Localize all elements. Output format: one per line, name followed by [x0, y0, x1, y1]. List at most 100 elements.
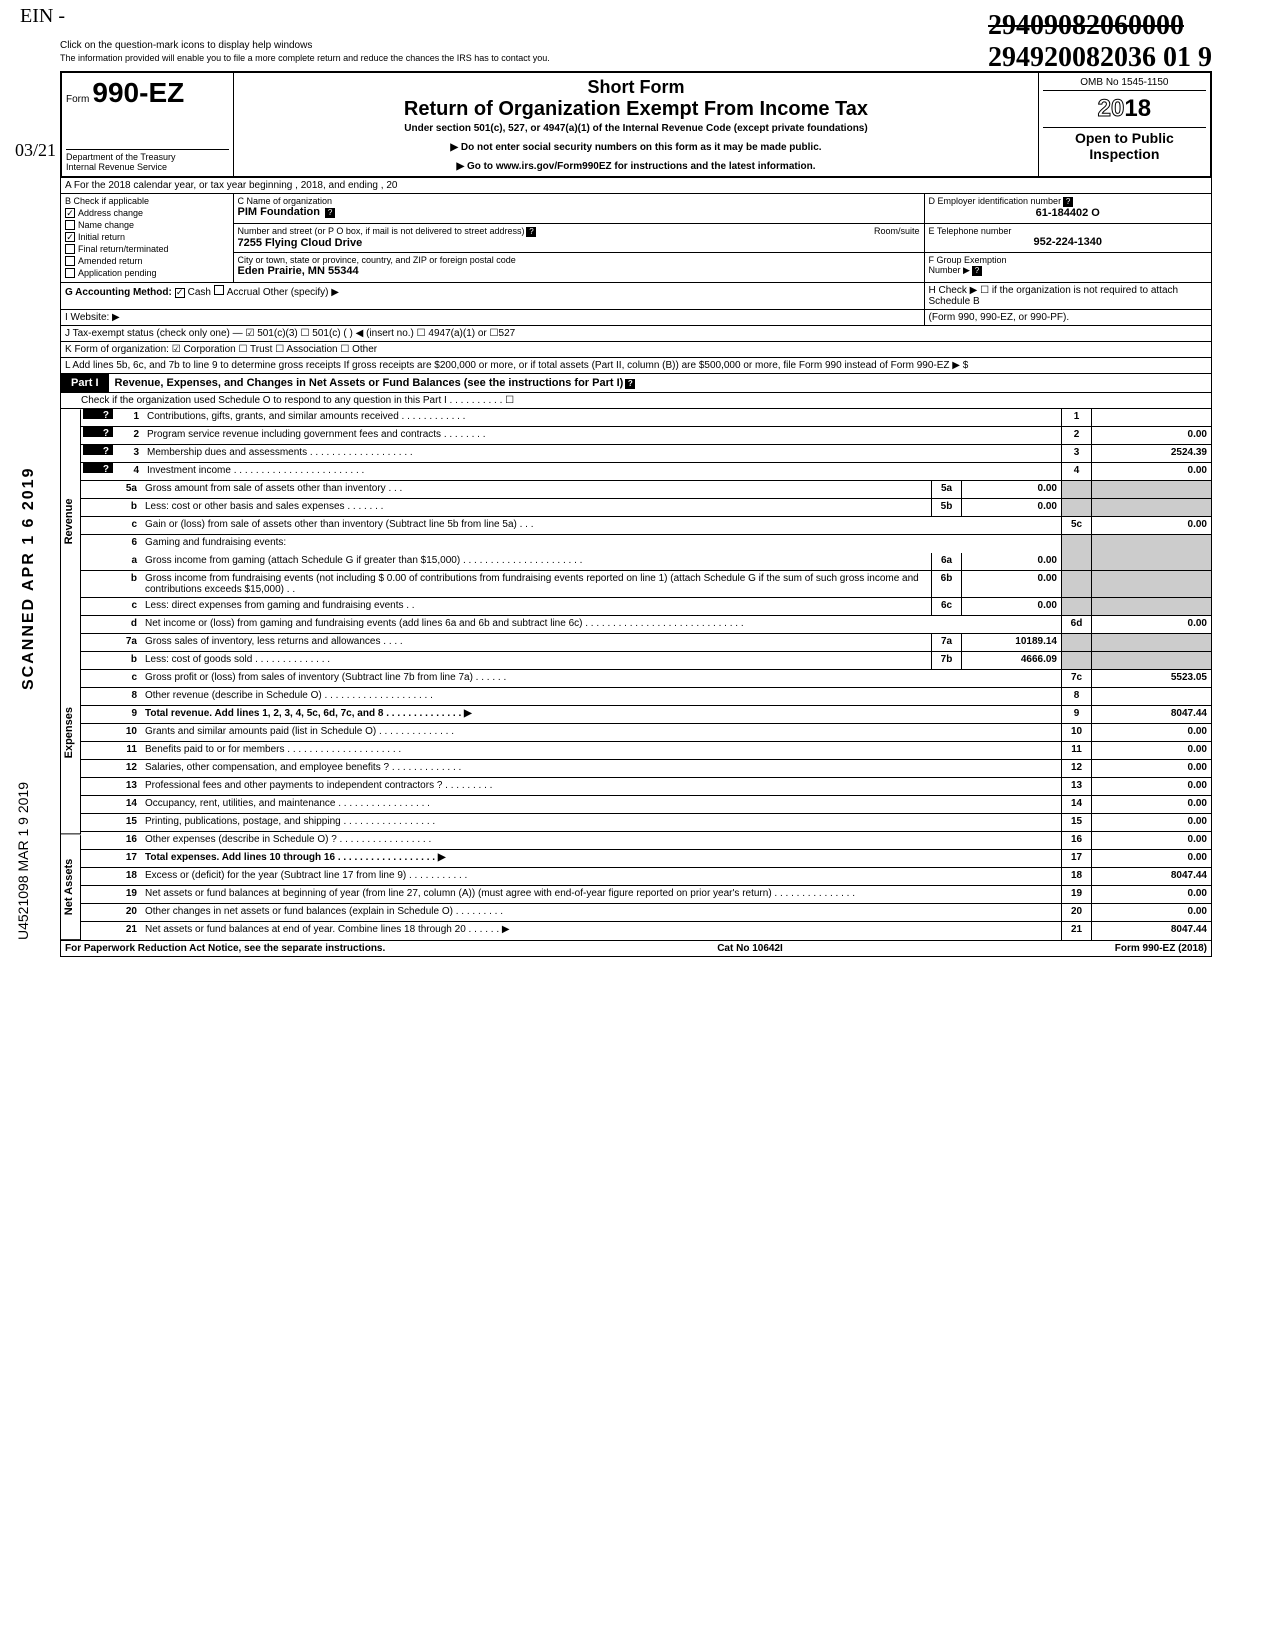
q-icon[interactable]: ? [325, 208, 335, 218]
chk-amend[interactable] [65, 256, 75, 266]
lbn: 15 [1061, 814, 1091, 831]
q-icon[interactable]: ? [972, 266, 982, 276]
lt: Benefits paid to or for members . . . . … [141, 742, 1061, 759]
lbv: 8047.44 [1091, 706, 1211, 723]
gc [1091, 499, 1211, 516]
row-l: L Add lines 5b, 6c, and 7b to line 9 to … [60, 358, 1212, 374]
lbn: 12 [1061, 760, 1091, 777]
gc [1061, 598, 1091, 615]
room-lbl: Room/suite [874, 226, 920, 251]
col-de: D Employer identification number? 61-184… [924, 194, 1212, 282]
lt: Total expenses. Add lines 10 through 16 … [141, 850, 1061, 867]
chk-init[interactable]: ✓ [65, 232, 75, 242]
footer-mid: Cat No 10642I [717, 943, 783, 954]
lsv: 0.00 [961, 598, 1061, 615]
part1-hdr: Part I Revenue, Expenses, and Changes in… [60, 374, 1212, 393]
lt: Gaming and fundraising events: [141, 535, 1061, 553]
check-text: Check if the organization used Schedule … [81, 395, 514, 406]
d-val: 61-184402 O [929, 207, 1208, 219]
c-name-lbl: C Name of organization [238, 196, 336, 206]
c-street-val: 7255 Flying Cloud Drive [238, 237, 363, 249]
lt: Less: cost or other basis and sales expe… [141, 499, 931, 516]
lsn: 6b [931, 571, 961, 597]
chk-name[interactable] [65, 220, 75, 230]
lbn: 3 [1061, 445, 1091, 462]
lt: Gain or (loss) from sale of assets other… [141, 517, 1061, 534]
ln: 18 [111, 868, 141, 885]
q-icon[interactable]: ? [526, 227, 536, 237]
f-lbl: F Group Exemption [929, 255, 1208, 265]
lbv: 0.00 [1091, 850, 1211, 867]
gc [1091, 652, 1211, 669]
ln: 1 [113, 409, 143, 426]
gc [1091, 571, 1211, 597]
year-suffix: 18 [1124, 95, 1151, 122]
ln: 10 [111, 724, 141, 741]
vert-exp: Expenses [61, 633, 81, 834]
part1-check: Check if the organization used Schedule … [60, 393, 1212, 409]
lt: Professional fees and other payments to … [141, 778, 1061, 795]
d-lbl: D Employer identification number [929, 196, 1062, 206]
lbn: 4 [1061, 463, 1091, 480]
chk-accrual[interactable] [214, 285, 224, 295]
q-icon[interactable]: ? [83, 463, 113, 473]
omb-number: OMB No 1545-1150 [1043, 77, 1206, 91]
arrow-goto: ▶ Go to www.irs.gov/Form990EZ for instru… [242, 161, 1030, 172]
lt: Net assets or fund balances at end of ye… [141, 922, 1061, 940]
lt: Excess or (deficit) for the year (Subtra… [141, 868, 1061, 885]
lines: ?1Contributions, gifts, grants, and simi… [81, 409, 1211, 940]
lt: Grants and similar amounts paid (list in… [141, 724, 1061, 741]
lsv: 4666.09 [961, 652, 1061, 669]
ln: 12 [111, 760, 141, 777]
lbn: 14 [1061, 796, 1091, 813]
ln: 14 [111, 796, 141, 813]
lbv: 0.00 [1091, 427, 1211, 444]
lbl-init: Initial return [78, 232, 125, 242]
lsv: 10189.14 [961, 634, 1061, 651]
row-j: J Tax-exempt status (check only one) — ☑… [60, 326, 1212, 342]
ln: 6 [111, 535, 141, 553]
chk-cash[interactable]: ✓ [175, 288, 185, 298]
q-icon[interactable]: ? [1063, 197, 1073, 207]
e-val: 952-224-1340 [929, 236, 1208, 248]
handwritten-top: 29409082060000 294920082036 01 9 [988, 10, 1212, 74]
arrow-ssn: ▶ Do not enter social security numbers o… [242, 142, 1030, 153]
q-icon[interactable]: ? [625, 379, 635, 389]
ln: 16 [111, 832, 141, 849]
title-short: Short Form [242, 77, 1030, 98]
gc [1061, 481, 1091, 498]
lt: Investment income . . . . . . . . . . . … [143, 463, 1061, 480]
ln: 5a [111, 481, 141, 498]
ln: 15 [111, 814, 141, 831]
lbv: 0.00 [1091, 517, 1211, 534]
under-section: Under section 501(c), 527, or 4947(a)(1)… [242, 123, 1030, 134]
ln: 21 [111, 922, 141, 940]
lbn: 5c [1061, 517, 1091, 534]
q-icon[interactable]: ? [83, 445, 113, 455]
lbv: 0.00 [1091, 778, 1211, 795]
lbl-final: Final return/terminated [78, 244, 169, 254]
ln: c [111, 670, 141, 687]
lt: Gross amount from sale of assets other t… [141, 481, 931, 498]
handwritten-fraction: 03/21 [15, 140, 56, 161]
chk-app[interactable] [65, 268, 75, 278]
gc [1091, 598, 1211, 615]
lsn: 7a [931, 634, 961, 651]
chk-addr[interactable]: ✓ [65, 208, 75, 218]
handwritten-ein: EIN - [20, 5, 65, 28]
q-icon[interactable]: ? [83, 427, 113, 437]
gc [1061, 571, 1091, 597]
gc [1091, 481, 1211, 498]
lt: Other changes in net assets or fund bala… [141, 904, 1061, 921]
row-gh: G Accounting Method: ✓Cash Accrual Other… [60, 283, 1212, 310]
lbn: 6d [1061, 616, 1091, 633]
lt: Membership dues and assessments . . . . … [143, 445, 1061, 462]
ln: 19 [111, 886, 141, 903]
h-text: H Check ▶ ☐ if the organization is not r… [924, 283, 1212, 309]
ln: c [111, 517, 141, 534]
q-icon[interactable]: ? [83, 409, 113, 419]
c-city-val: Eden Prairie, MN 55344 [238, 265, 359, 277]
chk-final[interactable] [65, 244, 75, 254]
lsn: 6c [931, 598, 961, 615]
col-b: B Check if applicable ✓Address change Na… [61, 194, 234, 282]
